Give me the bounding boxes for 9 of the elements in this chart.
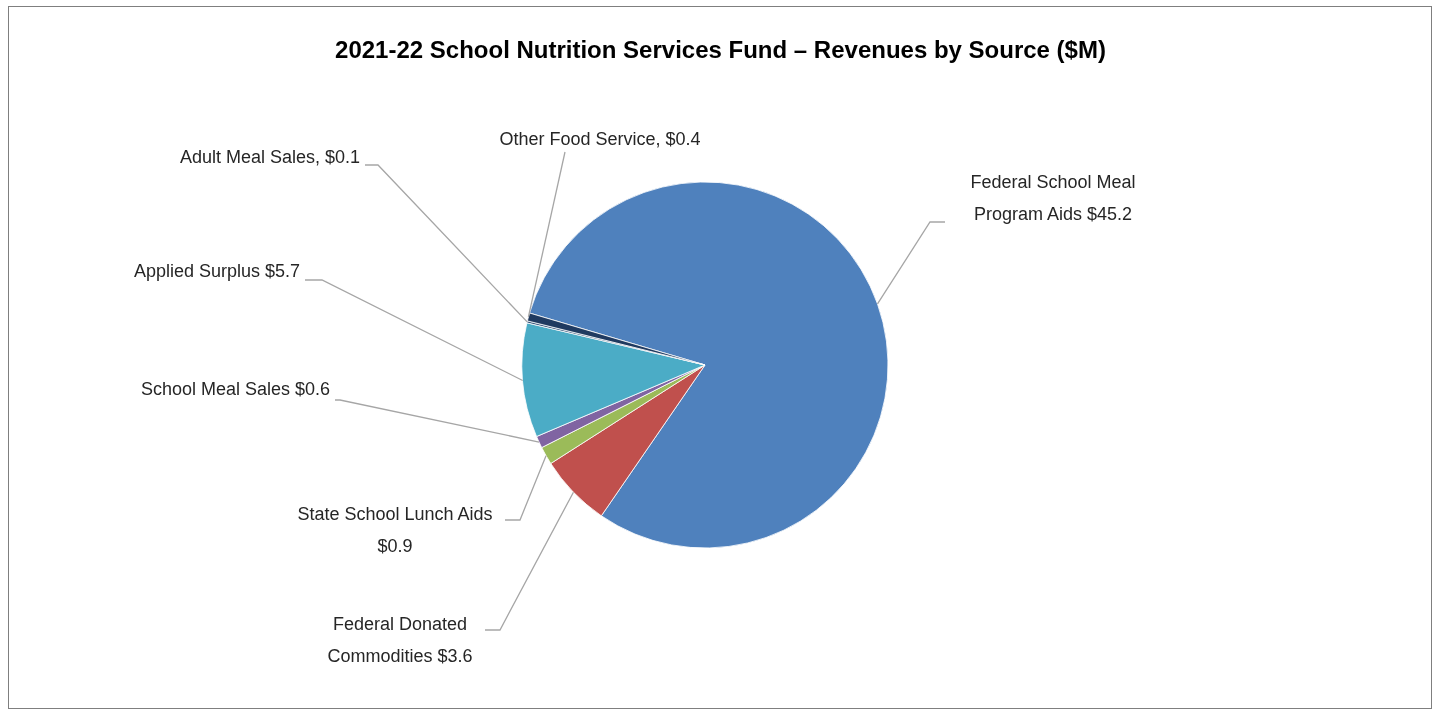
- slice-label: Applied Surplus $5.7: [133, 260, 300, 281]
- data-label: $0.9: [377, 535, 413, 556]
- slice-label: Other Food Service, $0.4: [499, 128, 701, 149]
- chart-title: 2021-22 School Nutrition Services Fund – Revenues by Source ($M): [334, 36, 1107, 64]
- slice-label: State School Lunch Aids: [297, 503, 493, 524]
- slice-label: Federal School Meal Program Aids $45.2: [970, 171, 1136, 224]
- slice-label: Adult Meal Sales, $0.1: [179, 146, 360, 167]
- slice-label: Federal Donated Commodities $3.6: [327, 613, 473, 666]
- slice-label: School Meal Sales $0.6: [140, 378, 330, 399]
